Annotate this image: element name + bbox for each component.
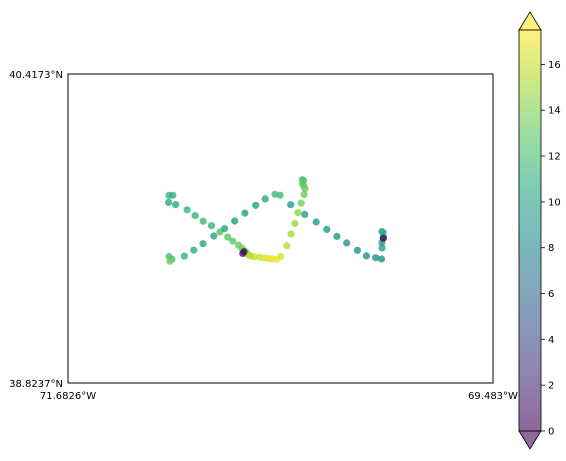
scatter-point	[353, 246, 361, 254]
scatter-point	[297, 199, 305, 207]
colorbar-tick-label: 14	[548, 106, 561, 117]
map-axes: 71.6826°W 69.483°W 40.4173°N 38.8237°N	[9, 70, 518, 402]
scatter-point	[250, 253, 258, 261]
scatter-point	[241, 209, 249, 217]
scatter-point	[229, 237, 237, 245]
scatter-point	[207, 222, 216, 230]
colorbar-extend-min	[518, 430, 542, 450]
colorbar-tick-label: 6	[548, 289, 554, 300]
scatter-point	[277, 252, 285, 261]
scatter-point	[166, 257, 174, 265]
scatter-point	[372, 254, 380, 262]
scatter-point	[323, 225, 331, 233]
scatter-point	[287, 201, 295, 209]
colorbar-tick-label: 0	[548, 427, 554, 438]
scatter-point	[190, 246, 198, 254]
scatter-point	[291, 219, 299, 227]
y-tick-label-top: 40.4173°N	[9, 70, 63, 81]
y-tick-label-bottom: 38.8237°N	[9, 379, 63, 390]
scatter-point	[191, 212, 199, 220]
scatter-point	[298, 176, 306, 184]
scatter-point	[199, 217, 207, 225]
scatter-point	[210, 232, 218, 240]
scatter-point	[183, 206, 191, 214]
scatter-point	[312, 218, 320, 226]
colorbar-extend-max	[518, 11, 542, 31]
scatter-point	[301, 210, 309, 218]
scatter-point	[333, 232, 341, 240]
scatter-point	[276, 191, 284, 199]
scatter-point	[169, 191, 177, 199]
map-frame	[67, 73, 494, 384]
x-tick-label-left: 71.6826°W	[40, 391, 96, 402]
colorbar-outline	[518, 29, 542, 432]
colorbar: 0 2 4 6 8 10 12 14 16	[518, 11, 561, 450]
scatter-point	[221, 225, 229, 233]
colorbar-tick-label: 8	[548, 243, 554, 254]
colorbar-tick-label: 2	[548, 381, 554, 392]
scatter-point	[252, 201, 260, 209]
scatter-point	[362, 252, 370, 260]
scatter-point	[283, 242, 291, 250]
scatter-point	[377, 255, 386, 263]
scatter-point	[379, 234, 387, 242]
scatter-point	[378, 227, 386, 236]
scatter-point	[172, 201, 180, 209]
scatter-point	[343, 239, 351, 247]
scatter-point	[294, 209, 302, 217]
colorbar-tick-label: 4	[548, 335, 554, 346]
scatter-point	[378, 244, 386, 252]
scatter-point	[239, 249, 247, 257]
scatter-point	[224, 233, 232, 241]
scatter-point	[180, 252, 188, 260]
scatter-point	[261, 195, 269, 203]
scatter-point	[231, 217, 239, 225]
scatter-point	[165, 198, 173, 206]
colorbar-tick-label: 12	[548, 152, 561, 163]
scatter-points	[165, 176, 387, 265]
x-tick-label-right: 69.483°W	[468, 391, 518, 402]
scatter-point	[287, 230, 295, 238]
colorbar-tick-label: 10	[548, 197, 561, 208]
scatter-point	[199, 240, 207, 248]
colorbar-body	[519, 30, 541, 431]
scatter-point	[300, 190, 308, 199]
colorbar-tick-label: 16	[548, 60, 561, 71]
colorbar-ticks: 0 2 4 6 8 10 12 14 16	[541, 60, 561, 438]
